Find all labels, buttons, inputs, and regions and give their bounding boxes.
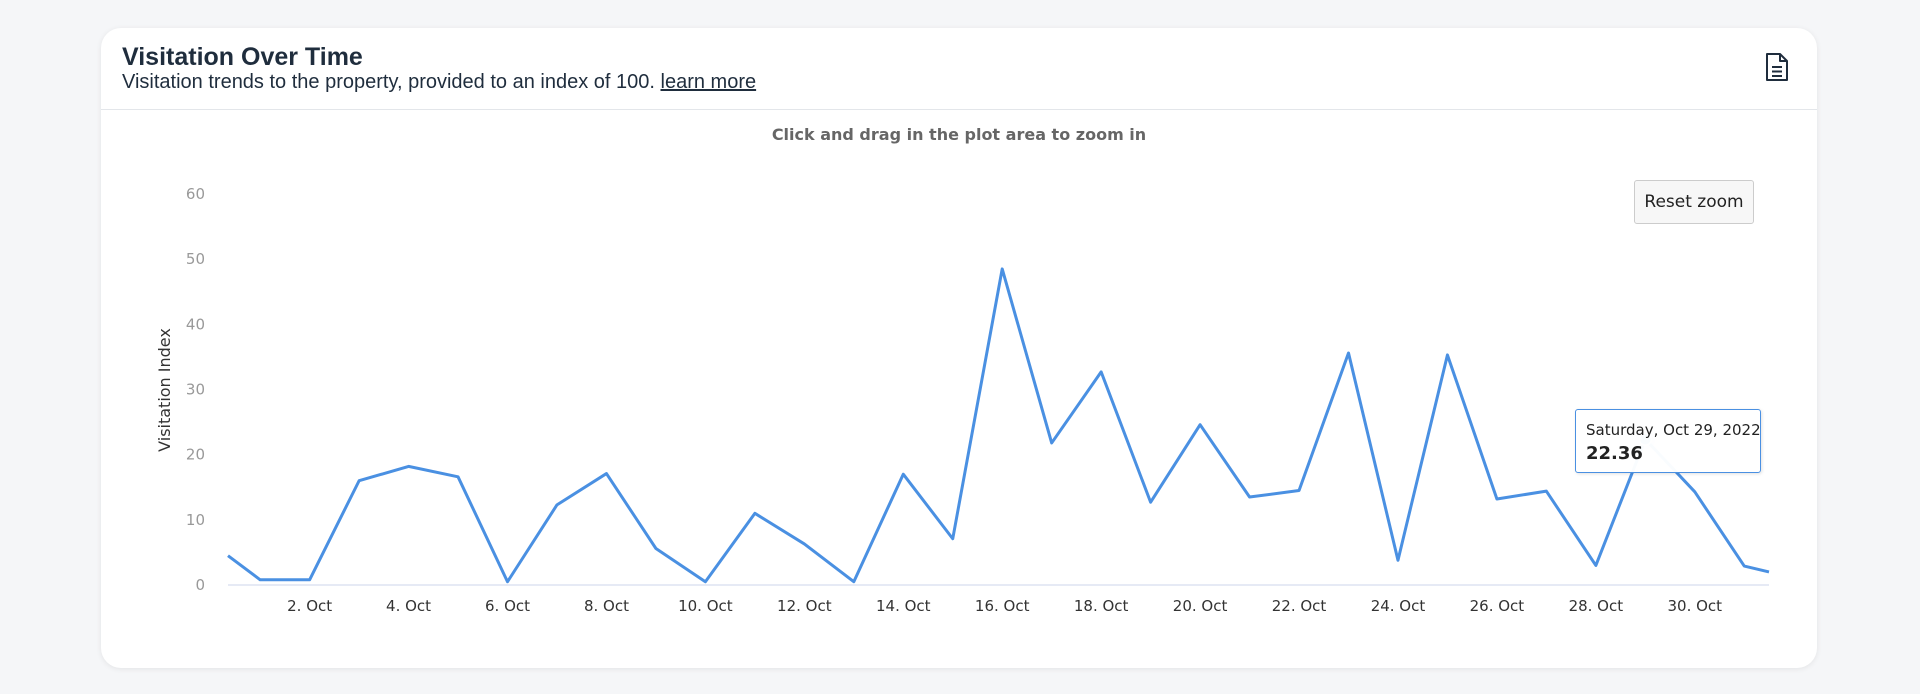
visitation-card: Visitation Over Time Visitation trends t… [101, 28, 1817, 668]
data-point[interactable] [1247, 494, 1253, 500]
data-point[interactable] [1197, 422, 1203, 428]
document-icon[interactable] [1764, 52, 1790, 82]
x-tick-label: 30. Oct [1668, 597, 1723, 615]
y-tick-label: 10 [186, 511, 205, 529]
data-point[interactable] [1049, 440, 1055, 446]
data-point[interactable] [1741, 563, 1747, 569]
data-point[interactable] [1346, 350, 1352, 356]
card-title: Visitation Over Time [122, 43, 363, 71]
data-point[interactable] [1148, 499, 1154, 505]
data-point[interactable] [356, 478, 362, 484]
chart-area[interactable]: Click and drag in the plot area to zoom … [101, 110, 1817, 668]
reset-zoom-button[interactable]: Reset zoom [1634, 180, 1754, 224]
data-point[interactable] [999, 266, 1005, 272]
card-header: Visitation Over Time Visitation trends t… [101, 28, 1817, 110]
y-axis-title: Visitation Index [155, 328, 174, 452]
data-point[interactable] [801, 541, 807, 547]
chart-tooltip: Saturday, Oct 29, 2022 22.36 [1575, 409, 1761, 473]
line-chart[interactable]: Click and drag in the plot area to zoom … [101, 110, 1817, 668]
x-tick-label: 4. Oct [386, 597, 431, 615]
y-tick-label: 50 [186, 250, 205, 268]
data-point[interactable] [554, 502, 560, 508]
x-tick-label: 24. Oct [1371, 597, 1426, 615]
y-tick-label: 40 [186, 315, 205, 333]
data-point[interactable] [950, 536, 956, 542]
x-axis: 2. Oct 4. Oct 6. Oct 8. Oct 10. Oct 12. Oct 14… [287, 597, 1722, 615]
x-tick-label: 22. Oct [1272, 597, 1327, 615]
tooltip-date: Saturday, Oct 29, 2022 [1586, 421, 1761, 439]
data-point[interactable] [257, 577, 263, 583]
data-point[interactable] [851, 579, 857, 585]
data-point[interactable] [1543, 488, 1549, 494]
x-tick-label: 10. Oct [678, 597, 733, 615]
x-tick-label: 2. Oct [287, 597, 332, 615]
x-tick-label: 8. Oct [584, 597, 629, 615]
series-line [227, 267, 1770, 584]
data-point[interactable] [505, 579, 511, 585]
data-point[interactable] [406, 463, 412, 469]
x-tick-label: 26. Oct [1470, 597, 1525, 615]
data-points [257, 266, 1747, 585]
data-point[interactable] [702, 579, 708, 585]
x-tick-label: 6. Oct [485, 597, 530, 615]
data-point[interactable] [1593, 562, 1599, 568]
data-point[interactable] [900, 471, 906, 477]
card-subtitle: Visitation trends to the property, provi… [122, 71, 756, 94]
x-tick-label: 12. Oct [777, 597, 832, 615]
learn-more-link[interactable]: learn more [660, 71, 757, 93]
y-axis: 0 10 20 30 40 50 60 [186, 185, 205, 594]
data-point[interactable] [1098, 369, 1104, 375]
data-point[interactable] [653, 546, 659, 552]
zoom-hint: Click and drag in the plot area to zoom … [772, 125, 1146, 144]
data-point[interactable] [455, 474, 461, 480]
data-point[interactable] [1692, 489, 1698, 495]
x-tick-label: 28. Oct [1569, 597, 1624, 615]
x-tick-label: 18. Oct [1074, 597, 1129, 615]
data-point[interactable] [1395, 557, 1401, 563]
y-tick-label: 0 [195, 576, 205, 594]
data-point[interactable] [1296, 488, 1302, 494]
data-point[interactable] [752, 510, 758, 516]
subtitle-text: Visitation trends to the property, provi… [122, 71, 655, 93]
tooltip-value: 22.36 [1586, 443, 1643, 464]
y-tick-label: 20 [186, 446, 205, 464]
x-tick-label: 14. Oct [876, 597, 931, 615]
x-tick-label: 20. Oct [1173, 597, 1228, 615]
data-point[interactable] [1444, 352, 1450, 358]
data-point[interactable] [307, 577, 313, 583]
data-point[interactable] [603, 471, 609, 477]
y-tick-label: 60 [186, 185, 205, 203]
x-tick-label: 16. Oct [975, 597, 1030, 615]
y-tick-label: 30 [186, 381, 205, 399]
data-point[interactable] [1494, 496, 1500, 502]
